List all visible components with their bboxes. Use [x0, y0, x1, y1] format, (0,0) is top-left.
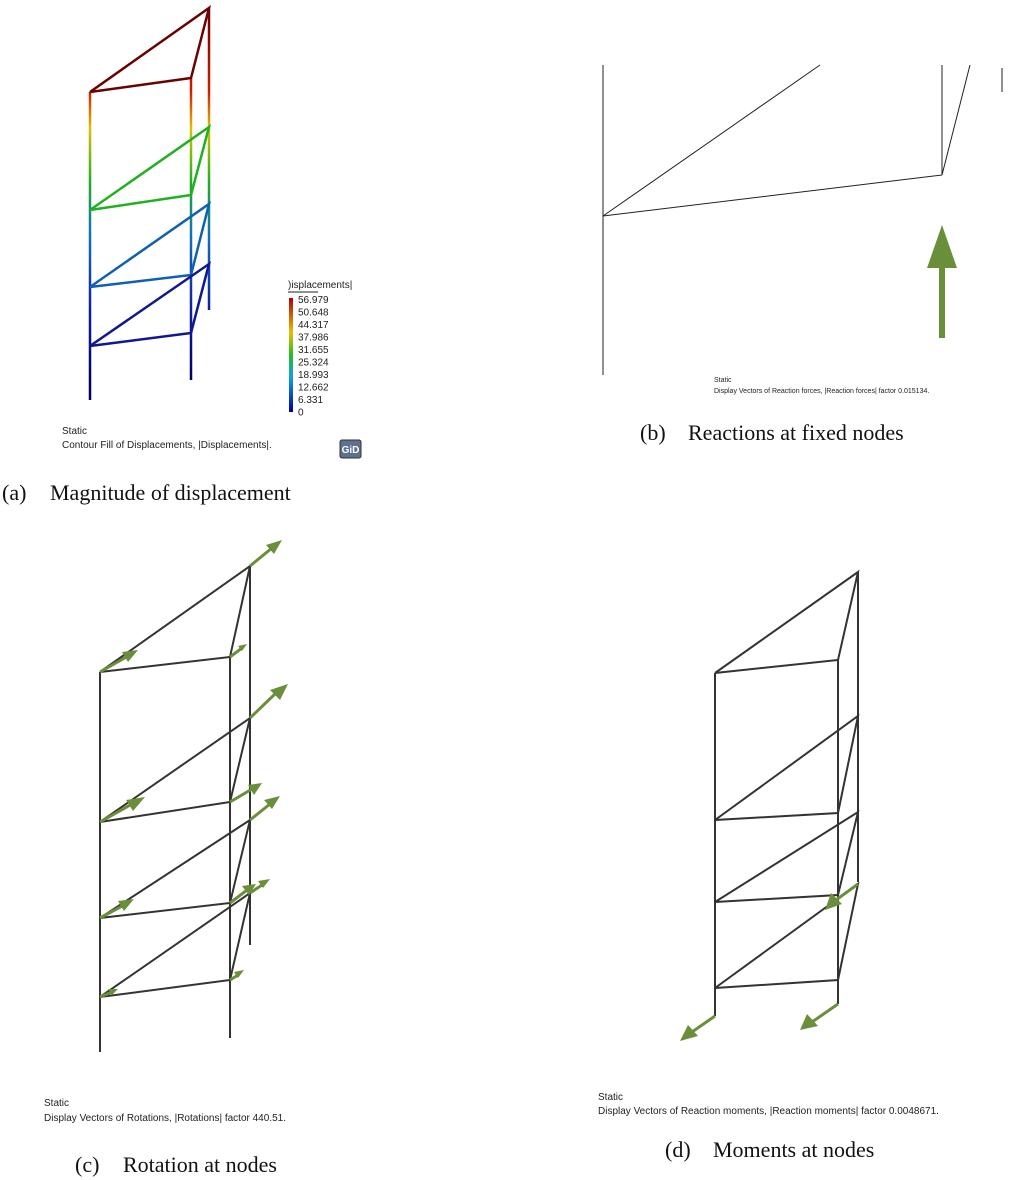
caption: Rotation at nodes — [123, 1152, 277, 1177]
description: Display Vectors of Reaction forces, |Rea… — [714, 388, 929, 395]
color-bar — [289, 298, 293, 412]
caption-label: (c) — [75, 1152, 99, 1177]
description: Display Vectors of Reaction moments, |Re… — [598, 1106, 939, 1117]
legend-value: 0 — [298, 408, 304, 419]
caption-label: (d) — [665, 1137, 691, 1162]
caption-label: (b) — [640, 420, 666, 445]
legend-value: 56.979 — [298, 295, 329, 306]
case-label: Static — [44, 1098, 69, 1109]
structure-a — [90, 8, 209, 400]
legend-value: 6.331 — [298, 395, 323, 406]
figure: )isplacements| 56.979 50.64844.317 37.9863… — [0, 0, 1032, 1180]
case-label: Static — [62, 426, 87, 437]
caption: Magnitude of displacement — [50, 480, 291, 505]
legend-title: )isplacements| — [288, 280, 352, 291]
structure-d — [715, 572, 858, 1016]
rotation-arrows — [100, 540, 288, 997]
description: Contour Fill of Displacements, |Displace… — [62, 440, 272, 451]
legend-value: 25.324 — [298, 358, 329, 369]
logo: GiD — [342, 445, 360, 456]
legend-value: 31.655 — [298, 345, 329, 356]
case-label: Static — [598, 1092, 623, 1103]
case-label: Static — [714, 377, 732, 384]
caption-label: (a) — [2, 480, 26, 505]
legend-value: 12.662 — [298, 383, 329, 394]
legend-value: 37.986 — [298, 333, 329, 344]
legend-value: 18.993 — [298, 370, 329, 381]
caption: Reactions at fixed nodes — [688, 420, 904, 445]
moment-arrows — [680, 884, 858, 1041]
caption: Moments at nodes — [713, 1137, 874, 1162]
legend-value: 50.648 — [298, 308, 329, 319]
reaction-arrow — [927, 225, 957, 338]
description: Display Vectors of Rotations, |Rotations… — [44, 1113, 286, 1124]
legend-value: 44.317 — [298, 320, 329, 331]
